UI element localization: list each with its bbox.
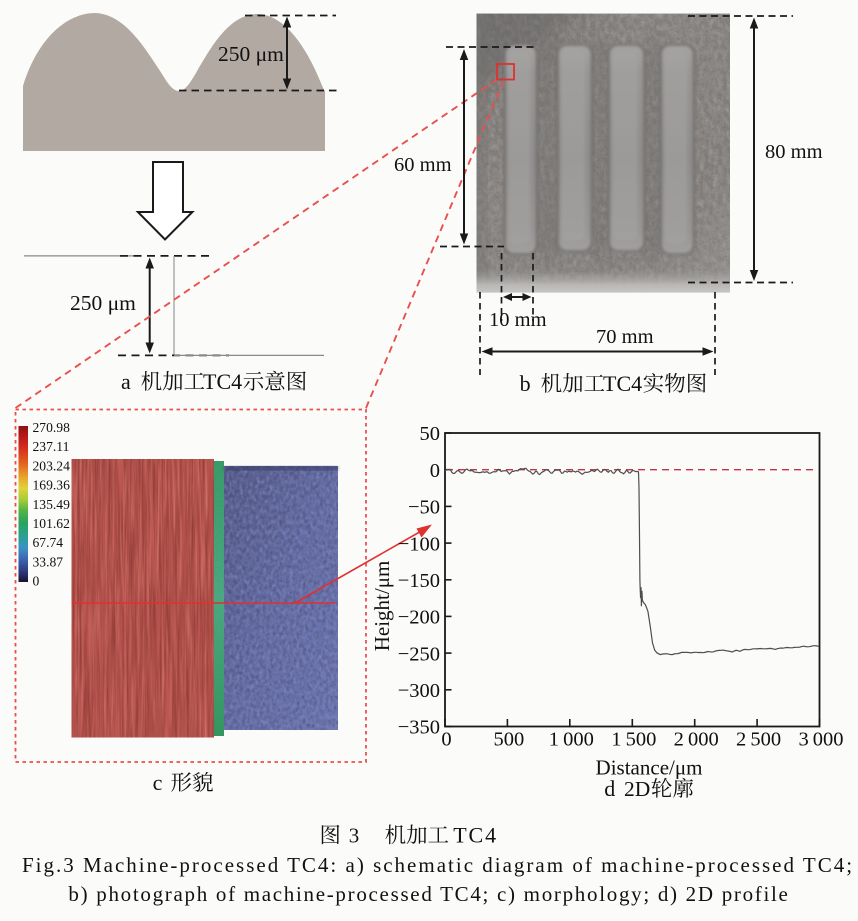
svg-text:0: 0 — [430, 460, 440, 482]
svg-text:500: 500 — [494, 729, 525, 751]
svg-text:Distance/μm: Distance/μm — [596, 756, 703, 780]
svg-text:−100: −100 — [398, 533, 440, 555]
svg-text:80 mm: 80 mm — [765, 141, 823, 163]
svg-text:1 500: 1 500 — [611, 729, 656, 751]
svg-text:−300: −300 — [398, 680, 440, 702]
svg-text:101.62: 101.62 — [33, 516, 71, 531]
svg-text:−350: −350 — [398, 717, 440, 739]
svg-text:70 mm: 70 mm — [596, 326, 654, 348]
svg-text:3: 3 — [349, 824, 360, 848]
svg-text:d: d — [604, 776, 615, 801]
svg-text:0: 0 — [33, 574, 40, 589]
svg-text:33.87: 33.87 — [33, 554, 64, 569]
svg-text:−250: −250 — [398, 643, 440, 665]
svg-text:TC4: TC4 — [203, 369, 242, 394]
svg-text:Height/μm: Height/μm — [370, 561, 394, 652]
svg-text:250 μm: 250 μm — [70, 291, 136, 315]
svg-text:3 000: 3 000 — [798, 729, 843, 751]
svg-text:10 mm: 10 mm — [489, 309, 547, 331]
svg-text:2 000: 2 000 — [674, 729, 719, 751]
svg-text:67.74: 67.74 — [33, 535, 64, 550]
svg-text:1 000: 1 000 — [549, 729, 594, 751]
svg-text:−50: −50 — [408, 497, 440, 519]
svg-text:b: b — [520, 371, 531, 396]
svg-text:203.24: 203.24 — [33, 458, 71, 473]
svg-text:TC4: TC4 — [453, 823, 498, 848]
svg-text:60 mm: 60 mm — [394, 154, 452, 176]
svg-text:Fig.3 Machine-processed TC4: a: Fig.3 Machine-processed TC4: a) schemati… — [22, 853, 854, 877]
svg-text:270.98: 270.98 — [33, 420, 71, 435]
svg-text:2 500: 2 500 — [736, 729, 781, 751]
svg-text:−150: −150 — [398, 570, 440, 592]
svg-text:a: a — [121, 369, 131, 394]
svg-text:250 μm: 250 μm — [218, 42, 284, 66]
svg-text:50: 50 — [420, 423, 441, 445]
svg-text:c: c — [153, 770, 163, 795]
svg-text:169.36: 169.36 — [33, 478, 71, 493]
svg-text:2D: 2D — [624, 777, 650, 801]
svg-text:135.49: 135.49 — [33, 497, 71, 512]
svg-text:b) photograph of machine-proce: b) photograph of machine-processed TC4; … — [68, 882, 789, 906]
svg-text:0: 0 — [441, 729, 451, 751]
svg-text:−200: −200 — [398, 607, 440, 629]
svg-text:TC4: TC4 — [603, 371, 642, 396]
svg-text:237.11: 237.11 — [33, 439, 70, 454]
